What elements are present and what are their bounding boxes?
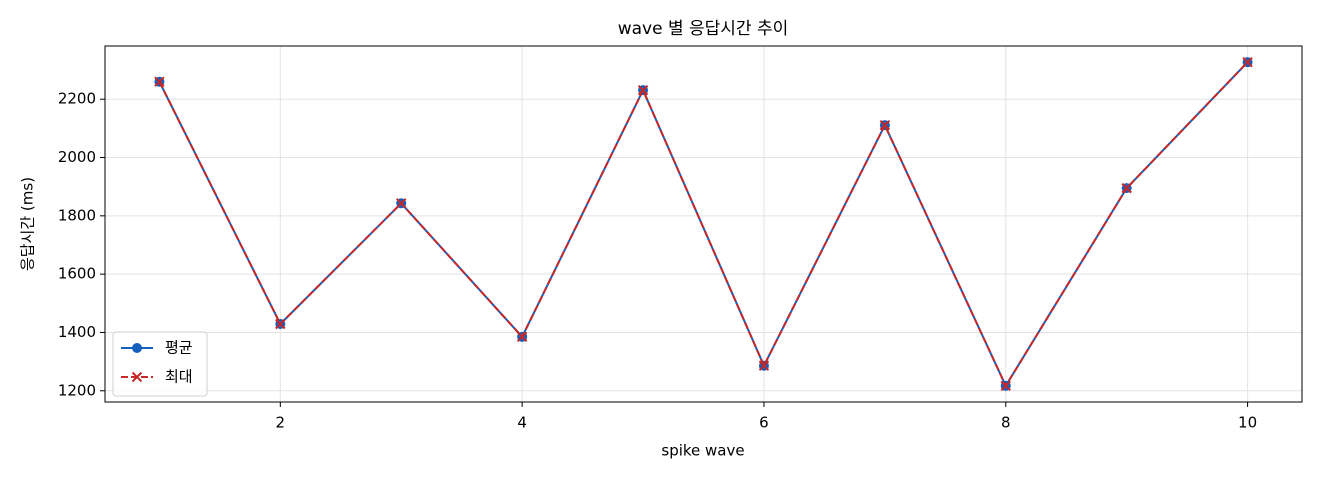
data-point — [879, 119, 891, 131]
axes-frame — [104, 45, 1303, 403]
legend-label: 평균 — [165, 339, 193, 357]
y-tick-label: 1800 — [58, 206, 96, 224]
data-point — [516, 331, 528, 343]
y-tick-label: 2000 — [58, 148, 96, 166]
legend-box — [112, 331, 208, 397]
y-tick-label: 2200 — [58, 90, 96, 108]
y-tick-label: 1600 — [58, 265, 96, 283]
plot — [154, 56, 1253, 392]
chart-title: wave 별 응답시간 추이 — [618, 19, 789, 39]
data-point — [758, 360, 770, 371]
x-tick-label: 10 — [1238, 414, 1257, 432]
series-line — [158, 61, 1249, 388]
y-axis-label: 응답시간 (ms) — [19, 177, 37, 271]
legend-marker — [132, 343, 142, 353]
data-point — [1121, 182, 1132, 194]
data-point — [154, 76, 165, 87]
x-tick-label: 4 — [517, 414, 527, 432]
data-point — [275, 318, 286, 330]
y-tick-label: 1200 — [58, 381, 96, 399]
data-point — [1242, 56, 1253, 68]
x-tick-label: 6 — [759, 414, 769, 432]
data-point — [637, 84, 649, 96]
data-point — [396, 198, 407, 209]
x-axis-label: spike wave — [661, 442, 744, 460]
legend-marker — [131, 371, 143, 383]
grid — [105, 46, 1302, 402]
legend-label: 최대 — [165, 368, 193, 386]
y-tick-label: 1400 — [58, 323, 96, 341]
data-point — [1000, 380, 1011, 392]
x-tick-label: 8 — [1001, 414, 1011, 432]
x-tick-label: 2 — [276, 414, 286, 432]
